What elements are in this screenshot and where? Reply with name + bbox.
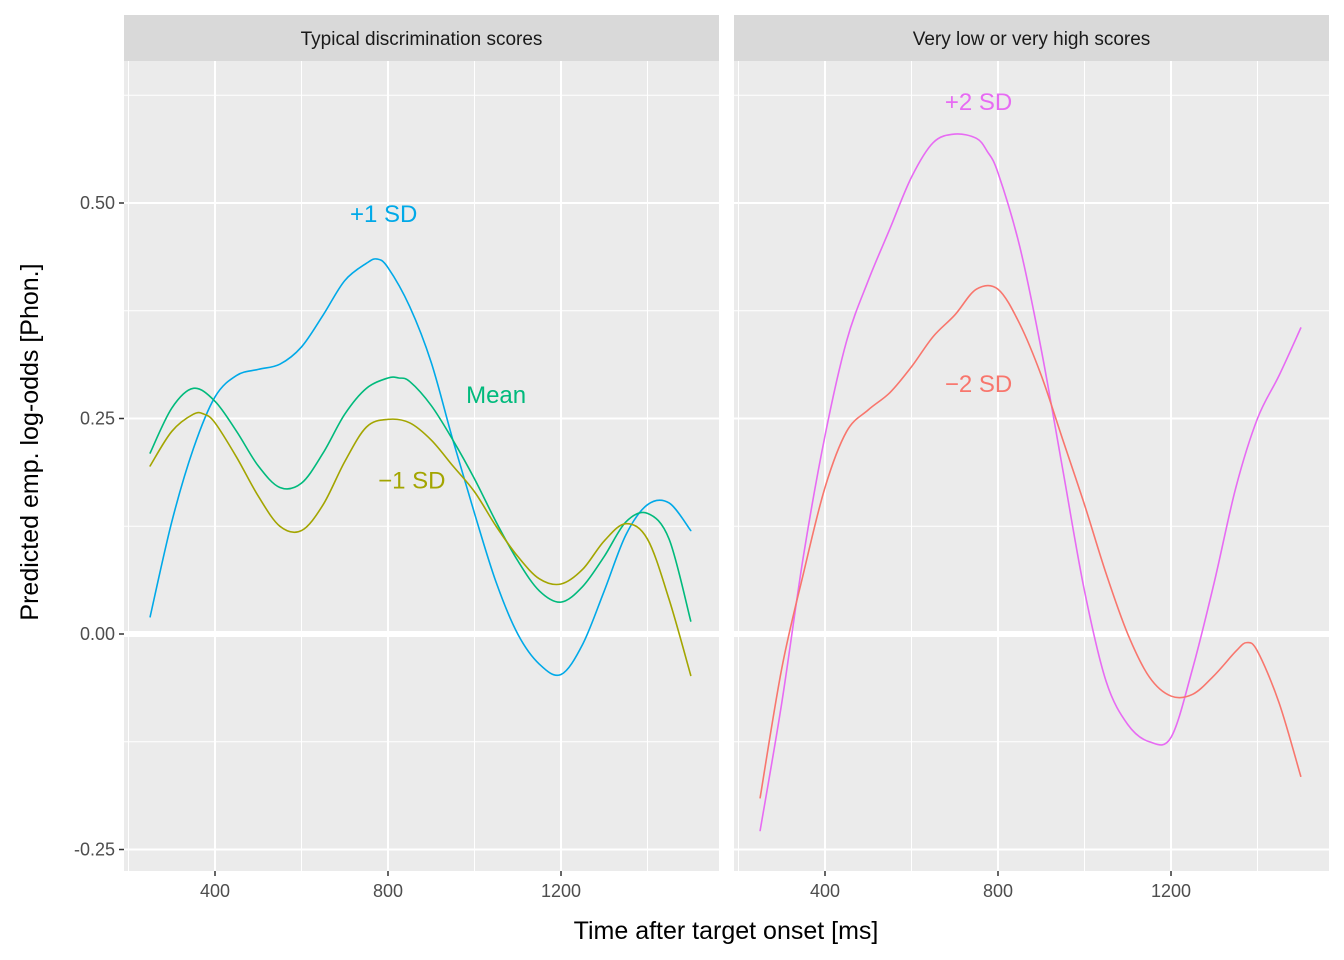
series-label: −2 SD [945,371,1012,398]
panel-extreme-scores: Very low or very high scores +2 SD −2 SD [734,15,1329,871]
x-tick-label: 400 [810,881,840,901]
x-tick-label: 800 [373,881,403,901]
y-tick-label: 0.00 [80,624,115,644]
y-tick-label: 0.50 [80,193,115,213]
series-line [149,411,692,677]
x-tick-label: 800 [983,881,1013,901]
panel-background [124,61,719,871]
series-line [759,133,1302,832]
x-tick-label: 400 [200,881,230,901]
facet-strip-label: Typical discrimination scores [301,29,543,50]
facet-strip [124,15,719,61]
facet-strip-label: Very low or very high scores [913,29,1151,50]
series-line [149,258,692,677]
series-label: +1 SD [350,201,417,228]
series-line [759,284,1302,799]
panel-typical-scores: Typical discrimination scores +1 SD Mean −1… [124,15,719,871]
panel-background [734,61,1329,871]
series-label: +2 SD [945,89,1012,116]
facet-strip [734,15,1329,61]
grid [734,61,1329,871]
grid [124,61,719,871]
x-axis-right: 400 800 1200 [810,871,1191,901]
series-label: Mean [466,382,526,409]
x-tick-label: 1200 [1151,881,1191,901]
series-line [149,376,692,622]
y-tick-label: -0.25 [74,840,115,860]
y-axis: -0.25 0.00 0.25 0.50 [74,193,124,860]
x-tick-label: 1200 [541,881,581,901]
y-tick-label: 0.25 [80,409,115,429]
x-axis-left: 400 800 1200 [200,871,581,901]
y-axis-title: Predicted emp. log-odds [Phon.] [16,263,44,620]
x-axis-title: Time after target onset [ms] [574,917,879,945]
series-label: −1 SD [378,468,445,495]
